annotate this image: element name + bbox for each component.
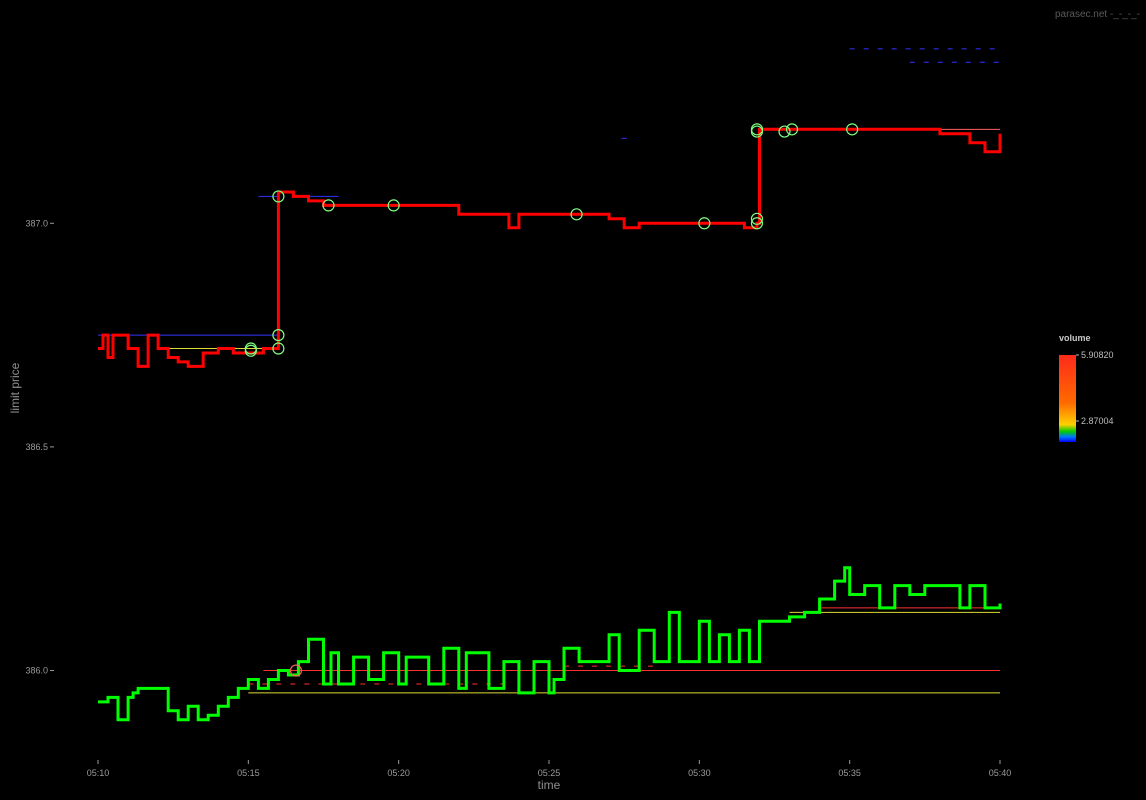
trade-marker-14 (785, 123, 799, 136)
trade-marker-15 (846, 123, 859, 136)
trade-marker-6 (387, 199, 400, 212)
y-tick-label-1: 386.5 (25, 442, 48, 452)
trade-marker-8 (698, 217, 711, 230)
y-axis-title: limit price (8, 362, 22, 413)
legend-colorbar (1059, 355, 1076, 442)
trade-marker-13 (778, 125, 791, 138)
x-tick-label-6: 05:40 (989, 768, 1012, 778)
trade-marker-4 (272, 190, 285, 203)
x-tick-label-1: 05:15 (237, 768, 260, 778)
legend-title: volume (1059, 333, 1091, 343)
legend-label-0: 5.90820 (1081, 350, 1114, 360)
legend-label-1: 2.87004 (1081, 416, 1114, 426)
trade-marker-16 (289, 664, 303, 677)
x-tick-label-0: 05:10 (87, 768, 110, 778)
x-axis-title: time (538, 778, 561, 792)
trade-marker-3 (272, 342, 285, 355)
x-tick-label-4: 05:30 (688, 768, 711, 778)
watermark: parasec.net -_-_-_- (1054, 9, 1140, 20)
trade-marker-7 (570, 208, 583, 221)
x-tick-label-3: 05:25 (538, 768, 561, 778)
series-line-bid (98, 566, 1002, 722)
trade-marker-2 (272, 328, 285, 342)
trade-marker-10 (750, 217, 764, 230)
trade-marker-1 (244, 344, 257, 357)
trade-marker-5 (322, 199, 335, 212)
y-tick-label-0: 386.0 (25, 666, 48, 676)
trade-marker-9 (750, 212, 764, 225)
y-tick-label-2: 387.0 (25, 218, 48, 228)
x-tick-label-5: 05:35 (838, 768, 861, 778)
series-line-ask (98, 127, 1002, 368)
trade-marker-12 (750, 125, 764, 138)
x-tick-label-2: 05:20 (387, 768, 410, 778)
